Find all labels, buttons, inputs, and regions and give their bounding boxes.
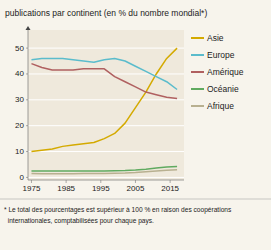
legend-swatch <box>191 88 204 90</box>
legend-swatch <box>191 105 204 107</box>
legend-item: Amérique <box>191 67 244 77</box>
legend-label: Océanie <box>207 84 239 94</box>
x-tick <box>100 180 101 183</box>
x-tick-label: 1985 <box>57 184 75 193</box>
grid-line <box>28 125 184 126</box>
title: publications par continent (en % du nomb… <box>5 8 207 18</box>
x-tick-label: 2015 <box>161 184 179 193</box>
y-tick-label: 20 <box>15 121 24 130</box>
y-axis-line <box>28 30 29 180</box>
y-tick-label: 0 <box>20 173 25 182</box>
chart: publications par continent (en % du nomb… <box>0 0 271 250</box>
x-tick <box>66 180 67 183</box>
series-line <box>31 64 177 99</box>
legend-swatch <box>191 37 204 39</box>
legend-label: Amérique <box>207 67 244 77</box>
legend: Asie Europe Amérique Océanie Afrique <box>191 33 244 111</box>
y-tick-label: 40 <box>15 69 24 78</box>
page: {"chart_data": { "type": "line", "title"… <box>0 0 271 250</box>
x-tick <box>135 180 136 183</box>
grid-line <box>28 48 184 49</box>
grid-line <box>28 151 184 152</box>
x-tick-label: 1975 <box>23 184 41 193</box>
legend-item: Océanie <box>191 84 239 94</box>
legend-label: Europe <box>207 50 235 60</box>
legend-swatch <box>191 54 204 56</box>
axes: 0 10 20 30 40 50 1975 1985 1995 2005 2015 <box>15 26 184 193</box>
y-tick-label: 30 <box>15 95 24 104</box>
series-line <box>31 58 177 89</box>
y-tick-label: 10 <box>15 147 24 156</box>
legend-label: Afrique <box>207 101 234 111</box>
x-tick-label: 2005 <box>127 184 145 193</box>
separator <box>0 199 271 200</box>
series-line <box>31 170 177 174</box>
legend-item: Afrique <box>191 101 234 111</box>
footnote: internationales, comptabilisées pour cha… <box>4 217 154 225</box>
plot-area <box>28 30 184 180</box>
x-tick <box>170 180 171 183</box>
series-lines <box>31 48 177 174</box>
axis-arrow <box>26 26 31 30</box>
grid-line <box>28 99 184 100</box>
legend-item: Asie <box>191 33 224 43</box>
footnote: * Le total des pourcentages est supérieu… <box>4 206 232 214</box>
legend-item: Europe <box>191 50 235 60</box>
y-tick-label: 50 <box>15 44 24 53</box>
legend-label: Asie <box>207 33 224 43</box>
legend-swatch <box>191 71 204 73</box>
series-line <box>31 48 177 151</box>
grid-line <box>28 177 184 178</box>
x-axis-line <box>28 180 184 181</box>
x-tick-label: 1995 <box>92 184 110 193</box>
grid <box>28 48 184 177</box>
x-tick <box>31 180 32 183</box>
grid-line <box>28 73 184 74</box>
